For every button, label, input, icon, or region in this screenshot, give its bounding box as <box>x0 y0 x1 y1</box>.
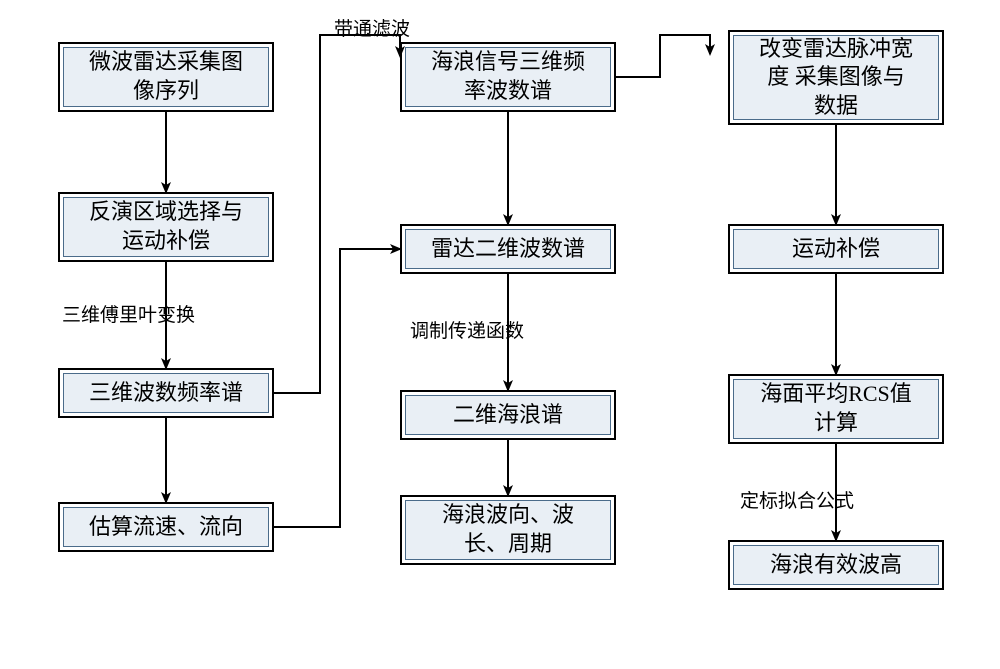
flow-node-n1: 微波雷达采集图像序列 <box>58 42 274 112</box>
arrow-5 <box>274 249 400 527</box>
flow-node-label: 海面平均RCS值计算 <box>733 379 939 439</box>
flow-node-n9: 改变雷达脉冲宽度 采集图像与数据 <box>728 30 944 125</box>
flow-node-n6: 雷达二维波数谱 <box>400 224 616 274</box>
flow-node-n10: 运动补偿 <box>728 224 944 274</box>
flow-node-label: 海浪信号三维频率波数谱 <box>405 47 611 107</box>
flow-node-n5: 海浪信号三维频率波数谱 <box>400 42 616 112</box>
flow-node-label: 反演区域选择与运动补偿 <box>63 197 269 257</box>
edge-label-l1: 三维傅里叶变换 <box>62 300 195 327</box>
flow-node-n8: 海浪波向、波长、周期 <box>400 495 616 565</box>
flow-node-n11: 海面平均RCS值计算 <box>728 374 944 444</box>
flow-node-n2: 反演区域选择与运动补偿 <box>58 192 274 262</box>
edge-label-l2: 带通滤波 <box>334 14 410 41</box>
flow-node-label: 海浪有效波高 <box>733 545 939 585</box>
flow-node-label: 估算流速、流向 <box>63 507 269 547</box>
flow-node-label: 三维波数频率谱 <box>63 373 269 413</box>
flow-node-label: 海浪波向、波长、周期 <box>405 500 611 560</box>
edge-label-l3: 调制传递函数 <box>410 316 524 343</box>
flow-node-label: 微波雷达采集图像序列 <box>63 47 269 107</box>
flow-node-label: 改变雷达脉冲宽度 采集图像与数据 <box>733 35 939 120</box>
flow-node-label: 二维海浪谱 <box>405 395 611 435</box>
flow-node-n12: 海浪有效波高 <box>728 540 944 590</box>
flow-node-label: 运动补偿 <box>733 229 939 269</box>
arrow-8 <box>616 35 710 77</box>
edge-label-l4: 定标拟合公式 <box>740 486 854 513</box>
flow-node-label: 雷达二维波数谱 <box>405 229 611 269</box>
flow-node-n3: 三维波数频率谱 <box>58 368 274 418</box>
flow-node-n7: 二维海浪谱 <box>400 390 616 440</box>
arrow-3 <box>274 35 400 393</box>
flow-node-n4: 估算流速、流向 <box>58 502 274 552</box>
